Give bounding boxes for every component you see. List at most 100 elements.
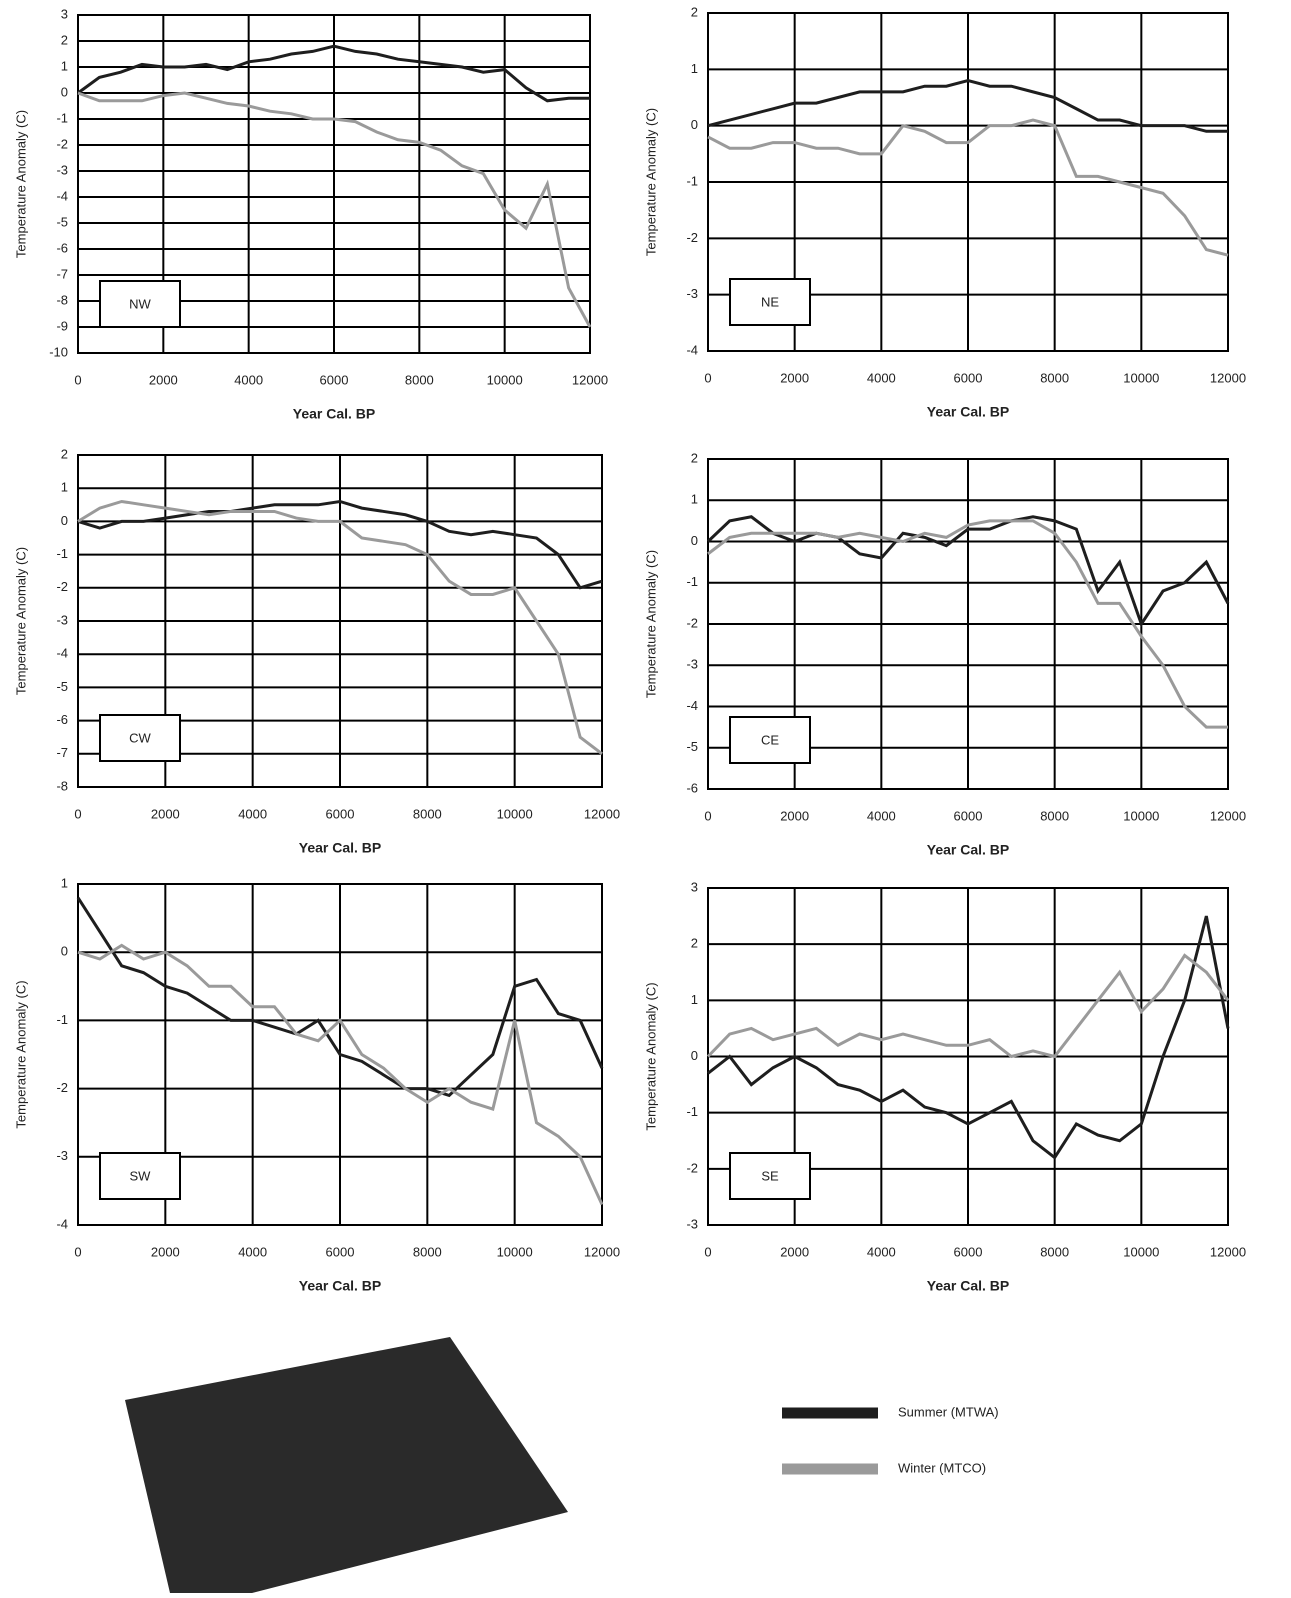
x-tick-label: 6000 <box>326 806 355 821</box>
y-axis-label: Temperature Anomaly (C) <box>13 980 28 1128</box>
y-tick-label: -1 <box>686 173 698 188</box>
x-tick-label: 2000 <box>149 372 178 387</box>
y-tick-label: -6 <box>56 240 68 255</box>
y-tick-label: -3 <box>56 162 68 177</box>
y-tick-label: -5 <box>686 739 698 754</box>
map-inset <box>125 1337 568 1593</box>
x-tick-label: 8000 <box>413 1244 442 1259</box>
y-tick-label: -8 <box>56 292 68 307</box>
x-tick-label: 10000 <box>1123 370 1159 385</box>
y-tick-label: 2 <box>691 936 698 951</box>
legend: Summer (MTWA) Winter (MTCO) <box>782 1404 999 1475</box>
y-tick-label: 0 <box>61 84 68 99</box>
y-tick-label: -1 <box>686 1104 698 1119</box>
x-tick-label: 0 <box>704 808 711 823</box>
y-tick-label: 3 <box>691 879 698 894</box>
x-tick-label: 12000 <box>572 372 608 387</box>
y-tick-label: -5 <box>56 679 68 694</box>
x-tick-label: 8000 <box>413 806 442 821</box>
y-tick-label: 2 <box>691 4 698 19</box>
y-tick-label: -3 <box>686 657 698 672</box>
y-axis-label: Temperature Anomaly (C) <box>13 547 28 695</box>
x-tick-label: 4000 <box>867 1244 896 1259</box>
y-tick-label: -2 <box>56 1080 68 1095</box>
y-tick-label: -4 <box>686 698 698 713</box>
x-axis-label: Year Cal. BP <box>927 404 1010 420</box>
y-tick-label: -7 <box>56 745 68 760</box>
y-tick-label: -4 <box>56 646 68 661</box>
y-tick-label: -4 <box>686 342 698 357</box>
y-tick-label: 1 <box>61 480 68 495</box>
legend-label: Winter (MTCO) <box>898 1460 986 1475</box>
y-tick-label: -6 <box>56 712 68 727</box>
y-tick-label: 1 <box>61 58 68 73</box>
y-tick-label: 2 <box>61 32 68 47</box>
y-tick-label: -3 <box>686 286 698 301</box>
x-tick-label: 2000 <box>151 806 180 821</box>
y-tick-label: 0 <box>691 533 698 548</box>
x-axis-label: Year Cal. BP <box>299 1278 382 1294</box>
x-tick-label: 2000 <box>780 370 809 385</box>
x-axis-label: Year Cal. BP <box>293 406 376 422</box>
x-tick-label: 4000 <box>867 808 896 823</box>
x-tick-label: 4000 <box>867 370 896 385</box>
x-tick-label: 10000 <box>497 806 533 821</box>
x-tick-label: 8000 <box>1040 1244 1069 1259</box>
x-tick-label: 10000 <box>497 1244 533 1259</box>
y-tick-label: -2 <box>686 230 698 245</box>
y-tick-label: 0 <box>691 117 698 132</box>
x-tick-label: 12000 <box>584 806 620 821</box>
x-tick-label: 10000 <box>487 372 523 387</box>
y-tick-label: -1 <box>56 110 68 125</box>
y-tick-label: -6 <box>686 780 698 795</box>
y-tick-label: -3 <box>56 612 68 627</box>
y-tick-label: 1 <box>691 492 698 507</box>
x-tick-label: 4000 <box>238 806 267 821</box>
x-tick-label: 4000 <box>234 372 263 387</box>
y-tick-label: -2 <box>56 579 68 594</box>
y-tick-label: 1 <box>691 61 698 76</box>
x-tick-label: 8000 <box>1040 808 1069 823</box>
x-tick-label: 2000 <box>780 808 809 823</box>
y-tick-label: -1 <box>56 1012 68 1027</box>
x-axis-label: Year Cal. BP <box>299 840 382 856</box>
x-tick-label: 6000 <box>954 1244 983 1259</box>
y-tick-label: -1 <box>686 574 698 589</box>
y-tick-label: -3 <box>686 1216 698 1231</box>
x-tick-label: 8000 <box>1040 370 1069 385</box>
x-tick-label: 2000 <box>780 1244 809 1259</box>
figure: -10-9-8-7-6-5-4-3-2-10123020004000600080… <box>0 0 1291 1593</box>
x-tick-label: 0 <box>74 806 81 821</box>
panel-label: CW <box>129 730 151 745</box>
y-axis-label: Temperature Anomaly (C) <box>643 982 658 1130</box>
x-tick-label: 12000 <box>1210 370 1246 385</box>
x-tick-label: 0 <box>74 372 81 387</box>
x-tick-label: 0 <box>704 1244 711 1259</box>
x-tick-label: 10000 <box>1123 808 1159 823</box>
legend-label: Summer (MTWA) <box>898 1404 999 1419</box>
x-tick-label: 6000 <box>954 370 983 385</box>
map <box>125 1337 568 1593</box>
y-tick-label: -4 <box>56 188 68 203</box>
y-tick-label: 0 <box>61 944 68 959</box>
y-tick-label: 1 <box>691 992 698 1007</box>
y-tick-label: 2 <box>691 450 698 465</box>
y-tick-label: -2 <box>686 1160 698 1175</box>
y-tick-label: -10 <box>49 344 68 359</box>
y-tick-label: -3 <box>56 1148 68 1163</box>
y-tick-label: -4 <box>56 1216 68 1231</box>
x-axis-label: Year Cal. BP <box>927 842 1010 858</box>
panel-label: SE <box>761 1168 779 1183</box>
y-tick-label: 0 <box>691 1048 698 1063</box>
y-tick-label: 0 <box>61 513 68 528</box>
x-tick-label: 12000 <box>1210 808 1246 823</box>
x-tick-label: 6000 <box>320 372 349 387</box>
x-tick-label: 12000 <box>1210 1244 1246 1259</box>
y-tick-label: -9 <box>56 318 68 333</box>
x-tick-label: 8000 <box>405 372 434 387</box>
panel-label: SW <box>130 1168 152 1183</box>
y-axis-label: Temperature Anomaly (C) <box>643 550 658 698</box>
panel: -4-3-2-101020004000600080001000012000SWY… <box>13 875 620 1293</box>
